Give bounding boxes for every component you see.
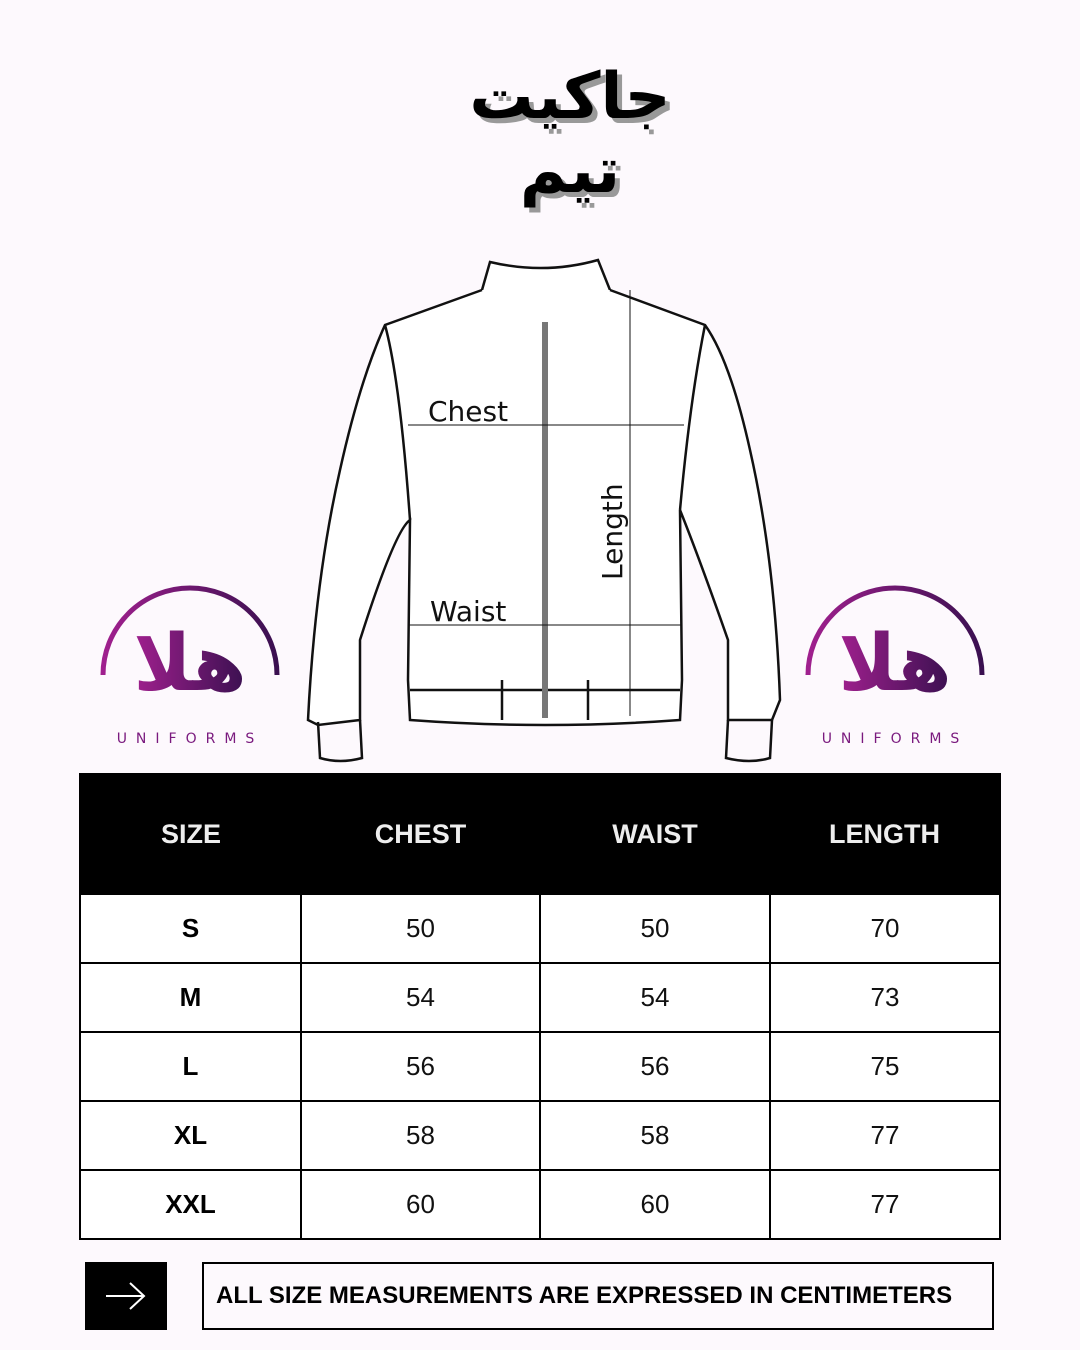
brand-logo-left: هلا UNIFORMS [100,585,280,747]
brand-logo-right: هلا UNIFORMS [805,585,985,747]
waist-cell: 50 [539,893,771,964]
svg-text:هلا: هلا [133,619,246,709]
table-row: S 50 50 70 [79,893,1001,964]
length-label: Length [596,483,629,580]
size-cell: S [79,893,302,964]
waist-cell: 54 [539,962,771,1033]
waist-cell: 60 [539,1169,771,1240]
table-header-row: SIZE CHEST WAIST LENGTH [80,774,1000,894]
size-cell: M [79,962,302,1033]
units-note: ALL SIZE MEASUREMENTS ARE EXPRESSED IN C… [202,1262,994,1330]
svg-text:UNIFORMS: UNIFORMS [822,731,969,747]
length-cell: 77 [769,1169,1001,1240]
waist-label: Waist [430,595,506,628]
size-cell: XL [79,1100,302,1171]
chest-cell: 56 [300,1031,541,1102]
length-cell: 75 [769,1031,1001,1102]
size-cell: XXL [79,1169,302,1240]
jacket-diagram: Chest Waist Length [306,258,782,763]
header-waist: WAIST [540,774,770,894]
chest-cell: 50 [300,893,541,964]
svg-text:هلا: هلا [838,619,951,709]
size-cell: L [79,1031,302,1102]
length-cell: 73 [769,962,1001,1033]
waist-cell: 58 [539,1100,771,1171]
size-chart-table: SIZE CHEST WAIST LENGTH S 50 50 70 M 54 54 73 L 5… [79,773,1001,1240]
header-chest: CHEST [301,774,540,894]
arrow-right-icon [85,1262,167,1330]
table-row: XL 58 58 77 [79,1100,1001,1171]
waist-cell: 56 [539,1031,771,1102]
table-row: XXL 60 60 77 [79,1169,1001,1240]
chest-cell: 54 [300,962,541,1033]
page-title: جاكيت تيم [469,60,671,208]
table-row: L 56 56 75 [79,1031,1001,1102]
chest-cell: 60 [300,1169,541,1240]
svg-text:UNIFORMS: UNIFORMS [117,731,264,747]
length-cell: 70 [769,893,1001,964]
chest-label: Chest [428,395,508,428]
header-size: SIZE [80,774,301,894]
table-row: M 54 54 73 [79,962,1001,1033]
length-cell: 77 [769,1100,1001,1171]
header-length: LENGTH [770,774,1000,894]
chest-cell: 58 [300,1100,541,1171]
